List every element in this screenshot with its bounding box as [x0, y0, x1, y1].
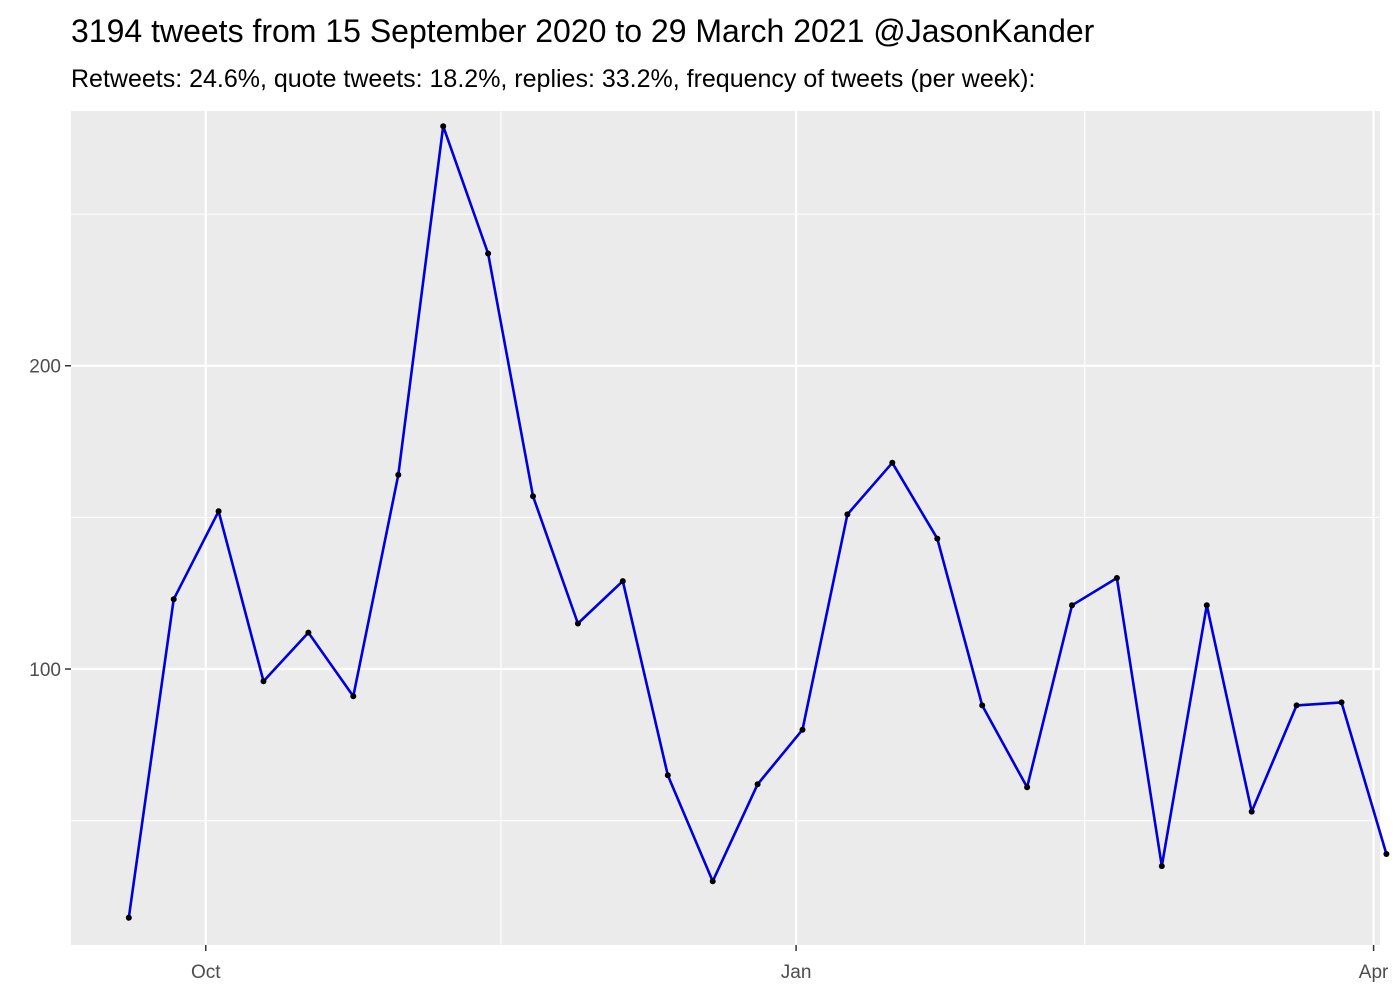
data-point	[440, 123, 447, 130]
major-gridlines	[71, 111, 1380, 945]
chart-title: 3194 tweets from 15 September 2020 to 29…	[71, 13, 1095, 49]
plot-panel	[71, 111, 1380, 945]
data-point	[1383, 851, 1390, 857]
data-point	[125, 914, 132, 921]
data-point	[844, 511, 851, 518]
data-point	[305, 629, 312, 636]
data-point	[934, 535, 941, 542]
data-point	[754, 781, 761, 788]
data-point	[395, 471, 402, 478]
data-point	[619, 578, 626, 585]
x-tick-label: Apr	[1359, 962, 1389, 983]
data-point	[664, 772, 671, 779]
minor-gridlines	[71, 111, 1380, 945]
data-point	[1113, 575, 1120, 581]
data-point	[1024, 784, 1031, 791]
data-point	[1338, 699, 1345, 706]
data-point	[709, 878, 716, 885]
y-tick-label: 200	[29, 357, 61, 378]
data-point	[1248, 808, 1255, 815]
tweets-per-week-series	[125, 123, 1390, 921]
data-point	[1293, 702, 1300, 709]
data-point	[574, 620, 581, 627]
data-point	[1158, 863, 1165, 870]
x-tick-label: Jan	[781, 962, 812, 983]
data-point	[215, 508, 222, 515]
data-point	[350, 693, 357, 700]
data-point	[485, 250, 492, 257]
data-point	[530, 493, 536, 500]
data-point	[1069, 602, 1075, 609]
axes: 100 200 Oct Jan Apr	[29, 357, 1389, 983]
chart-subtitle: Retweets: 24.6%, quote tweets: 18.2%, re…	[71, 65, 1035, 93]
data-point	[170, 596, 177, 603]
data-point	[1203, 602, 1210, 609]
y-tick-label: 100	[29, 660, 61, 681]
x-tick-label: Oct	[191, 962, 221, 983]
data-point	[260, 678, 267, 685]
data-point	[799, 726, 806, 733]
data-point	[979, 702, 986, 709]
data-point	[889, 459, 896, 466]
